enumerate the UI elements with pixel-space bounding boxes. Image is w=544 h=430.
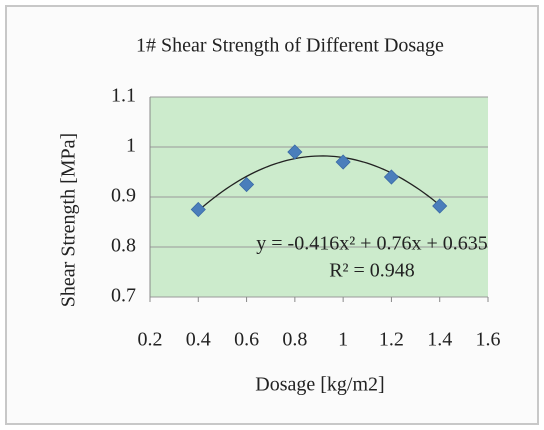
data-point <box>383 169 399 185</box>
x-axis-label: Dosage [kg/m2] <box>255 374 384 396</box>
x-tick-label: 0.2 <box>138 329 163 351</box>
data-point <box>335 154 351 170</box>
chart-title: 1# Shear Strength of Different Dosage <box>136 35 444 57</box>
trendline <box>197 155 441 212</box>
y-tick-label: 1 <box>126 135 136 157</box>
x-tick-label: 1 <box>338 329 348 351</box>
y-tick-label: 1.1 <box>111 85 136 107</box>
x-tick-label: 0.6 <box>234 329 259 351</box>
x-tick-label: 1.2 <box>379 329 404 351</box>
data-point <box>287 144 303 160</box>
x-tick-label: 0.4 <box>186 329 211 351</box>
data-point <box>239 176 255 193</box>
y-tick-label: 0.9 <box>111 185 136 207</box>
y-axis-label: Shear Strength [MPa] <box>58 133 80 307</box>
data-point <box>190 201 206 218</box>
y-tick-label: 0.7 <box>111 285 136 307</box>
x-tick-label: 0.8 <box>282 329 307 351</box>
r-squared: R² = 0.948 <box>329 260 415 282</box>
trendline-equation: y = -0.416x² + 0.76x + 0.635 <box>256 233 488 255</box>
x-tick-label: 1.6 <box>476 329 501 351</box>
data-point <box>432 198 448 214</box>
y-tick-label: 0.8 <box>111 235 136 257</box>
x-tick-label: 1.4 <box>427 329 452 351</box>
